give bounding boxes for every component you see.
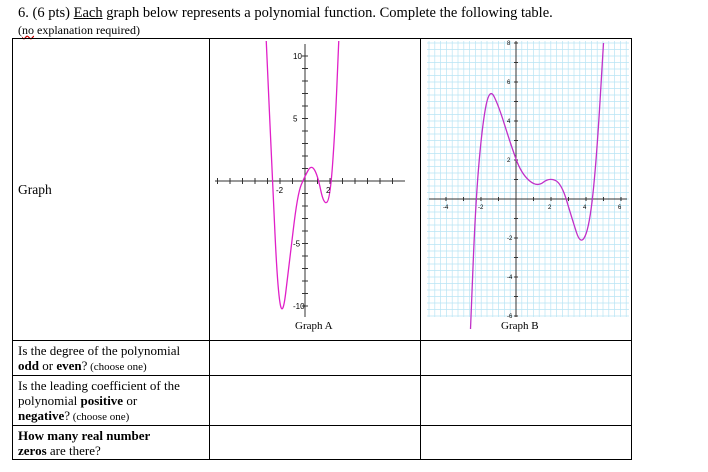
graph-b-caption: Graph B — [501, 320, 539, 332]
graph-b-x-tick-label: -2 — [478, 205, 484, 211]
coef-or: or — [123, 393, 138, 408]
graph-a-degree-answer[interactable] — [209, 340, 421, 376]
zeros-line1: How many real number — [18, 428, 151, 443]
graph-b-coef-answer[interactable] — [420, 375, 632, 426]
degree-line1: Is the degree of the polynomial — [18, 343, 181, 358]
graph-a-x-tick-label: 2 — [326, 186, 331, 195]
graph-a-x-tick-label: -2 — [276, 186, 284, 195]
graph-row: Graph -2 2 10 5 -5 -10 Graph A -4 -2 2 4 6 8 6 4 2 -2-… — [12, 38, 632, 341]
graph-a-y-tick-label: -10 — [293, 302, 305, 311]
note-rest: explanation required) — [37, 23, 140, 37]
coef-polynomial: polynomial — [18, 393, 81, 408]
note-paren: ( — [18, 23, 22, 37]
zeros-question: How many real number zeros are there? — [12, 425, 210, 460]
degree-row: Is the degree of the polynomial odd or e… — [12, 340, 632, 376]
degree-question: Is the degree of the polynomial odd or e… — [12, 340, 210, 376]
zeros-bold: zeros — [18, 443, 47, 458]
graph-a-coef-answer[interactable] — [209, 375, 421, 426]
graph-b-zeros-answer[interactable] — [420, 425, 632, 460]
degree-odd: odd — [18, 358, 39, 373]
coef-choose: (choose one) — [70, 411, 130, 423]
graph-b-y-tick-label: -4 — [507, 275, 513, 281]
graph-b-y-tick-label: 4 — [507, 119, 511, 125]
degree-even: even — [56, 358, 82, 373]
coef-positive: positive — [80, 393, 124, 408]
leading-coef-row: Is the leading coefficient of the polyno… — [12, 375, 632, 426]
degree-qmark: ? — [81, 358, 88, 373]
note-no: no — [22, 23, 34, 37]
graph-a-y-tick-label: -5 — [293, 240, 301, 249]
graph-b-plot: -4 -2 2 4 6 8 6 4 2 -2 -4 -6 — [427, 41, 629, 336]
graph-b-degree-answer[interactable] — [420, 340, 632, 376]
zeros-row: How many real number zeros are there? — [12, 425, 632, 460]
degree-choose: (choose one) — [87, 361, 147, 373]
graph-a-curve — [265, 40, 340, 310]
graph-a-y-tick-label: 10 — [293, 52, 302, 61]
graph-b-cell: -4 -2 2 4 6 8 6 4 2 -2 -4 -6 Graph B — [420, 38, 632, 341]
graph-b-x-tick-label: 6 — [618, 205, 622, 211]
graph-b-x-tick-label: 2 — [548, 205, 552, 211]
graph-row-label: Graph — [12, 38, 210, 341]
question-number: 6. — [18, 5, 29, 21]
graph-a-cell: -2 2 10 5 -5 -10 Graph A — [209, 38, 421, 341]
question-title: 6. (6 pts) Each graph below represents a… — [18, 5, 553, 22]
coef-negative: negative — [18, 408, 65, 423]
degree-or: or — [38, 358, 57, 373]
polynomial-table: Graph -2 2 10 5 -5 -10 Graph A -4 -2 2 4 6 8 6 4 2 -2-… — [12, 38, 632, 460]
question-each: Each — [73, 5, 103, 21]
question-points: (6 pts) — [32, 5, 70, 21]
graph-b-y-tick-label: 8 — [507, 41, 511, 47]
graph-b-y-tick-label: 2 — [507, 158, 511, 164]
graph-a-y-tick-label: 5 — [293, 115, 298, 124]
graph-a-zeros-answer[interactable] — [209, 425, 421, 460]
graph-b-x-tick-label: 4 — [583, 205, 587, 211]
graph-a-plot: -2 2 10 5 -5 -10 — [215, 40, 405, 317]
graph-b-curve — [469, 42, 605, 330]
graph-b-x-tick-label: -4 — [443, 205, 449, 211]
graph-a-caption: Graph A — [295, 320, 333, 332]
graph-b-y-tick-label: -2 — [507, 236, 513, 242]
graph-b-y-tick-label: 6 — [507, 80, 511, 86]
graph-b-y-tick-label: -6 — [507, 314, 513, 320]
question-text: graph below represents a polynomial func… — [106, 5, 553, 21]
leading-coef-question: Is the leading coefficient of the polyno… — [12, 375, 210, 426]
coef-qmark: ? — [64, 408, 70, 423]
zeros-tail: are there? — [46, 443, 101, 458]
coef-line1: Is the leading coefficient of the — [18, 378, 180, 393]
question-note: (no explanation required) — [18, 23, 140, 38]
